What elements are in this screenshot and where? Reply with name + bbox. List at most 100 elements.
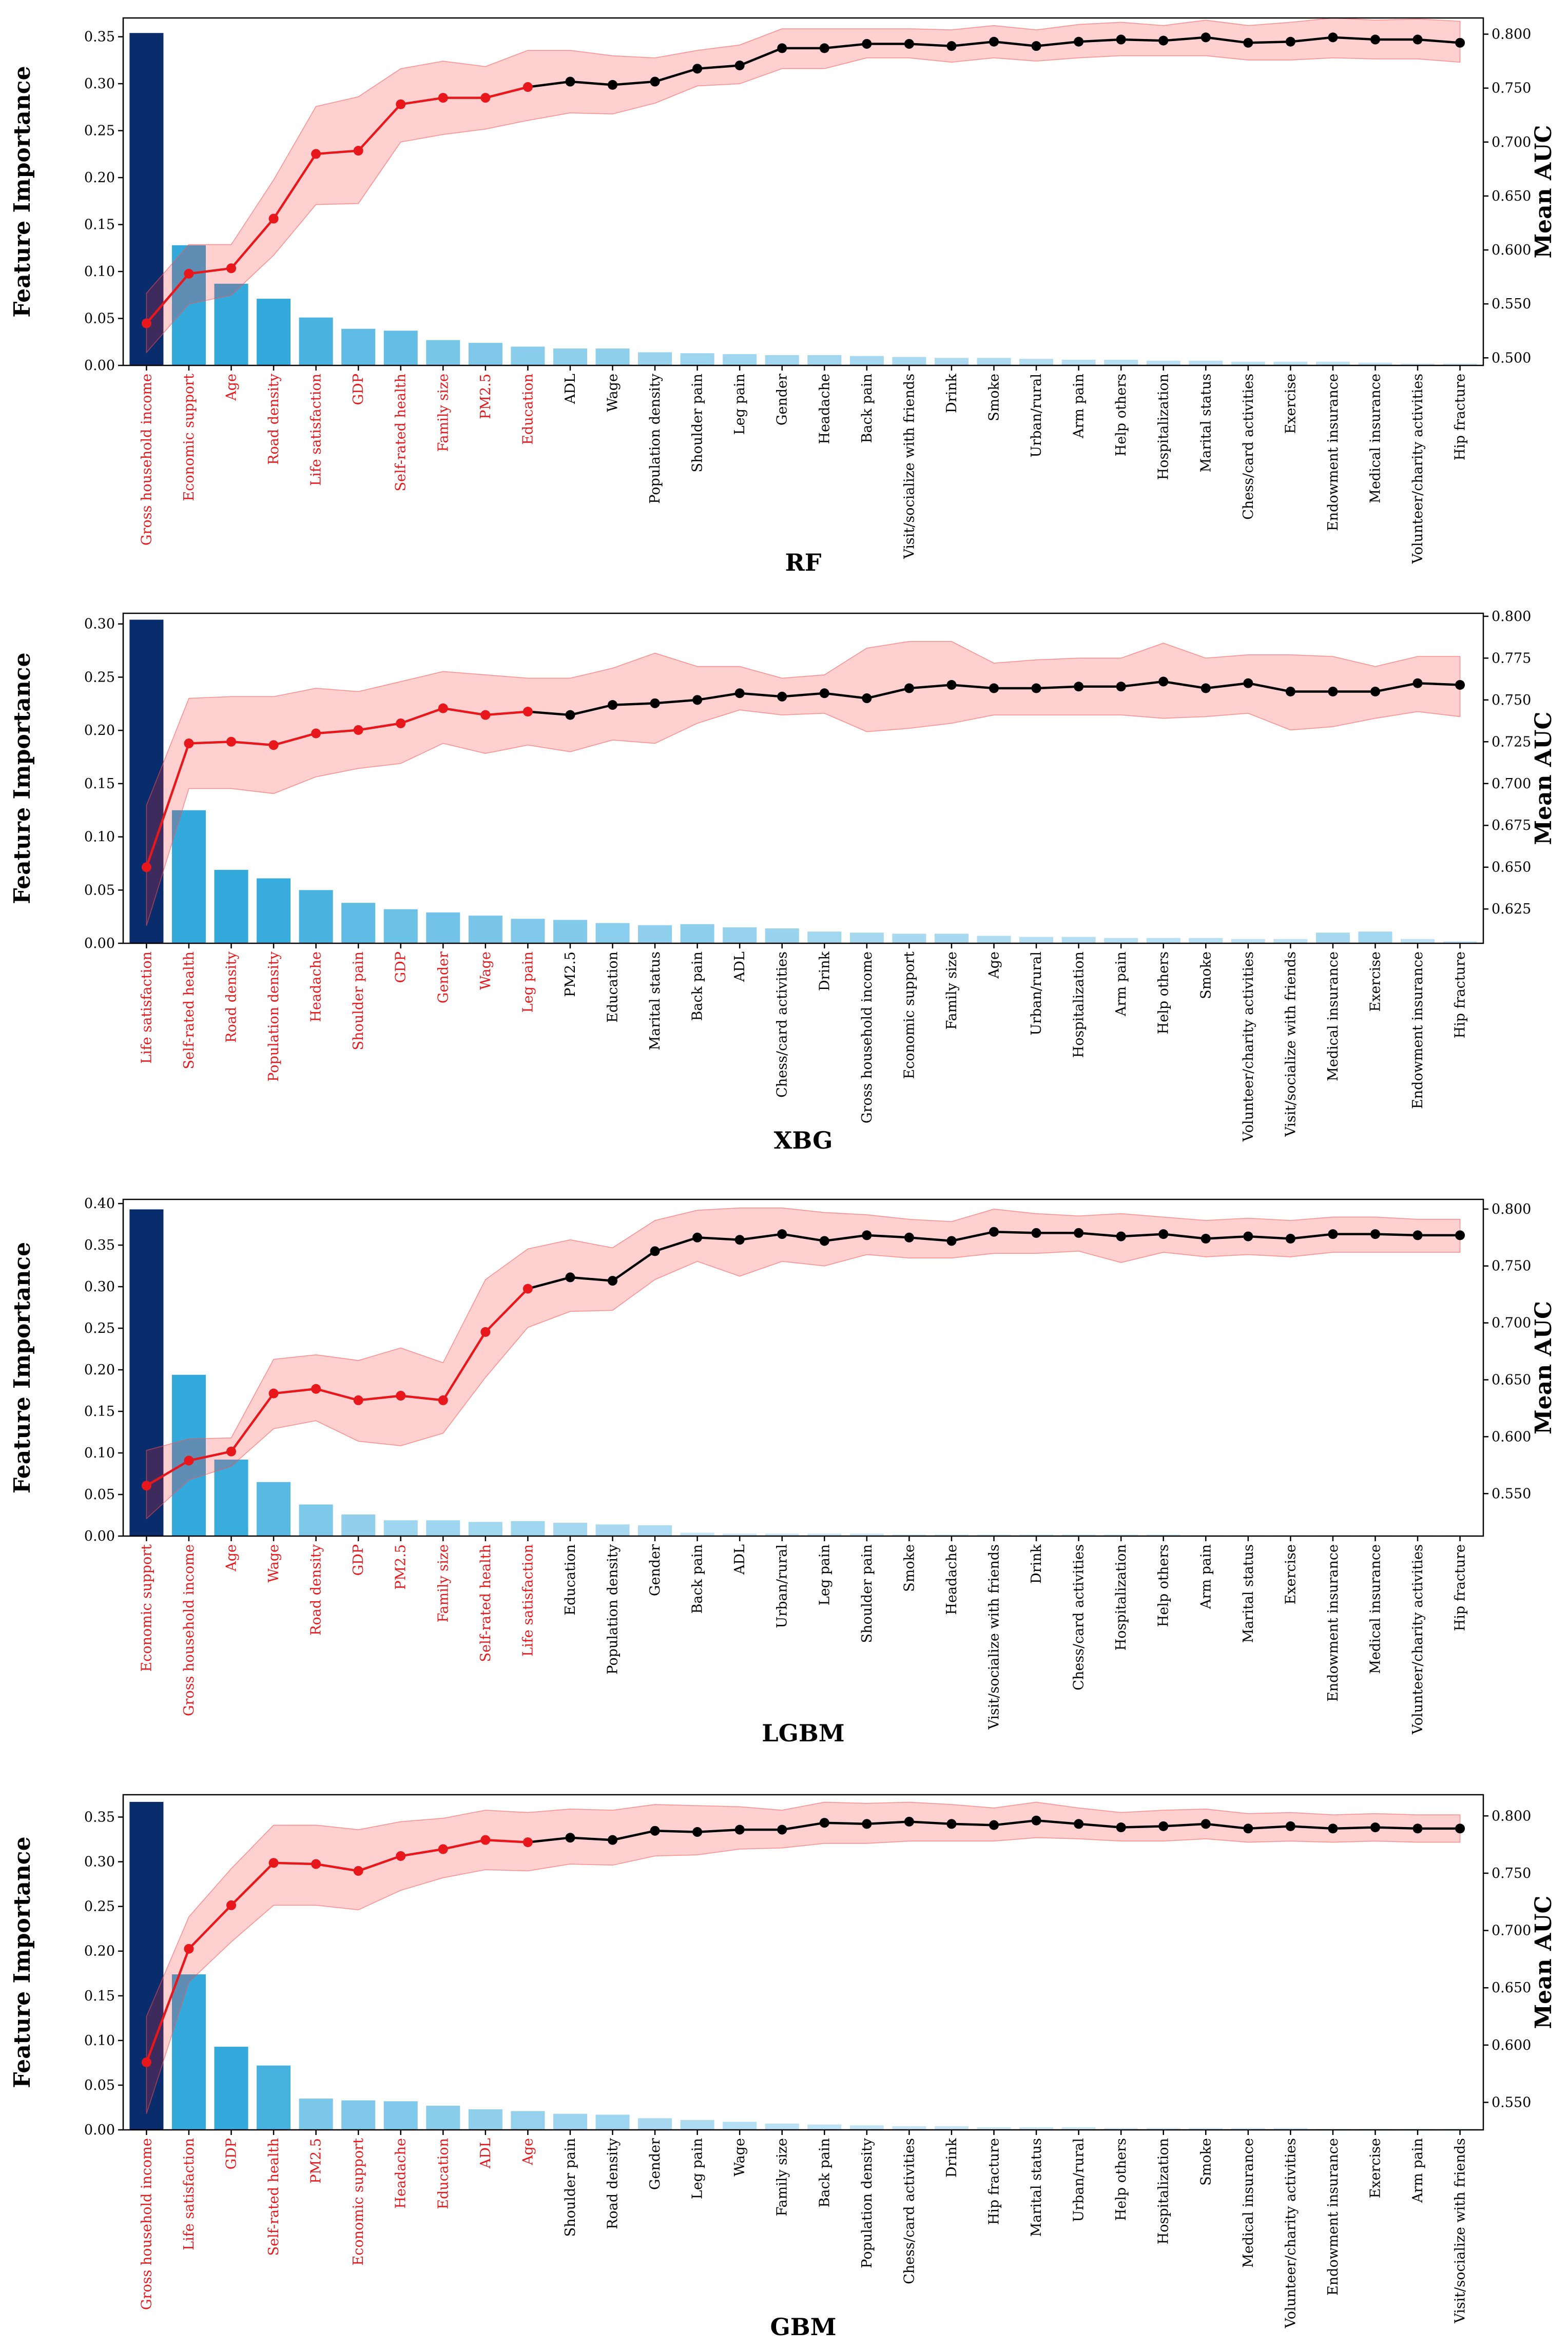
left-tick-label: 0.20 (84, 1362, 115, 1378)
auc-point-16 (777, 43, 787, 53)
x-tick-label: Help others (1113, 2138, 1129, 2221)
bar-22 (1019, 359, 1054, 365)
x-tick-label: Age (224, 374, 240, 401)
x-tick-label: Economic support (351, 2138, 366, 2266)
auc-point-12 (608, 1835, 618, 1845)
auc-point-31 (1412, 678, 1423, 688)
x-tick-label: Exercise (1283, 1544, 1299, 1604)
bar-8 (426, 1520, 460, 1536)
bar-32 (1443, 363, 1477, 365)
auc-point-18 (862, 38, 872, 49)
bar-21 (977, 358, 1011, 365)
x-tick-label: Self-rated health (478, 1544, 494, 1662)
x-tick-label: Marital status (647, 952, 663, 1050)
right-tick-label: 0.650 (1492, 860, 1531, 876)
x-tick-label: Chess/card activities (1071, 1544, 1087, 1691)
plot-frame (122, 612, 1484, 944)
auc-point-5 (311, 149, 321, 159)
bar-20 (934, 358, 969, 365)
left-tick-label: 0.35 (84, 1810, 115, 1826)
bar-5 (299, 2099, 333, 2130)
bar-14 (680, 1532, 714, 1536)
x-tick-label: Medical insurance (1325, 952, 1341, 1081)
right-tick-label: 0.650 (1492, 1980, 1531, 1996)
x-tick-label: Visit/socialize with friends (1453, 2138, 1468, 2324)
bar-10 (511, 2111, 545, 2130)
right-tick-label: 0.550 (1492, 2094, 1531, 2110)
bar-4 (257, 2065, 291, 2130)
right-tick-label: 0.700 (1492, 776, 1531, 792)
right-tick-label: 0.600 (1492, 2037, 1531, 2053)
auc-point-24 (1116, 682, 1126, 692)
bar-28 (1273, 939, 1308, 943)
bar-7 (383, 1520, 418, 1536)
auc-point-19 (904, 38, 914, 49)
x-tick-label: Wage (478, 952, 494, 990)
x-tick-label: Arm pain (1113, 952, 1129, 1017)
auc-confidence-band (146, 17, 1461, 354)
right-tick-label: 0.600 (1492, 1429, 1531, 1445)
auc-point-27 (1243, 1231, 1253, 1241)
plot-frame (122, 1794, 1484, 2131)
left-tick-label: 0.20 (84, 723, 115, 739)
bar-9 (468, 343, 502, 365)
right-tick-label: 0.775 (1492, 650, 1531, 666)
auc-point-2 (184, 739, 194, 749)
auc-point-11 (565, 710, 575, 720)
bar-17 (807, 2124, 842, 2130)
auc-point-11 (565, 1833, 575, 1843)
bar-10 (511, 346, 545, 365)
auc-point-27 (1243, 1823, 1253, 1834)
auc-point-2 (184, 268, 194, 279)
right-tick-label: 0.800 (1492, 609, 1531, 625)
bar-18 (849, 933, 884, 943)
auc-point-16 (777, 1824, 787, 1835)
bar-22 (1019, 1534, 1054, 1536)
bar-31 (1401, 363, 1435, 365)
panel-lgbm: 0.00 0.05 0.10 0.15 0.20 0.25 0.30 0.35 0.40 0.55… (9, 1196, 1557, 1747)
auc-point-7 (396, 1851, 406, 1861)
y-axis-label: Feature Importance (9, 652, 35, 904)
auc-line-selected (145, 707, 528, 868)
left-tick-label: 0.10 (84, 2033, 115, 2049)
x-tick-label: Exercise (1367, 2138, 1383, 2198)
x-tick-label: Gross household income (139, 374, 154, 546)
auc-point-7 (396, 99, 406, 109)
bar-5 (299, 890, 333, 943)
auc-point-30 (1370, 1822, 1380, 1833)
x-tick-label: Gender (647, 1544, 663, 1596)
x-tick-label: Back pain (859, 374, 875, 443)
x-tick-label: Population density (647, 373, 663, 503)
auc-point-20 (946, 1819, 957, 1829)
left-tick-label: 0.20 (84, 1944, 115, 1959)
auc-point-32 (1455, 680, 1465, 690)
bar-2 (171, 810, 206, 943)
bar-7 (383, 331, 418, 365)
auc-point-31 (1412, 34, 1423, 45)
bar-26 (1189, 2128, 1223, 2130)
right-tick-label: 0.750 (1492, 692, 1531, 708)
x-tick-label: Volunteer/charity activities (1283, 2138, 1299, 2328)
bar-25 (1146, 1534, 1180, 1536)
x-tick-label: Road density (266, 373, 282, 465)
auc-point-4 (268, 740, 279, 750)
x-tick-label: Population density (266, 951, 282, 1081)
right-tick-label: 0.800 (1492, 1808, 1531, 1824)
auc-point-19 (904, 1816, 914, 1827)
x-tick-label: Arm pain (1198, 1544, 1214, 1609)
x-tick-label: Hip fracture (986, 2138, 1002, 2225)
x-tick-label: Family size (435, 374, 451, 452)
left-tick-label: 0.20 (84, 170, 115, 186)
auc-confidence-band (146, 1801, 1461, 2114)
bar-13 (638, 352, 672, 365)
x-tick-label: Back pain (690, 1544, 706, 1614)
bar-13 (638, 1525, 672, 1536)
x-tick-label: Endowment insurance (1325, 1544, 1341, 1702)
x-tick-label: Arm pain (1410, 2138, 1426, 2203)
plot-frame (122, 1198, 1484, 1537)
auc-point-19 (904, 683, 914, 693)
auc-point-14 (692, 1232, 703, 1243)
x-tick-label: Population density (859, 2138, 875, 2268)
x-tick-label: Shoulder pain (859, 1544, 875, 1643)
right-tick-label: 0.550 (1492, 1486, 1531, 1502)
